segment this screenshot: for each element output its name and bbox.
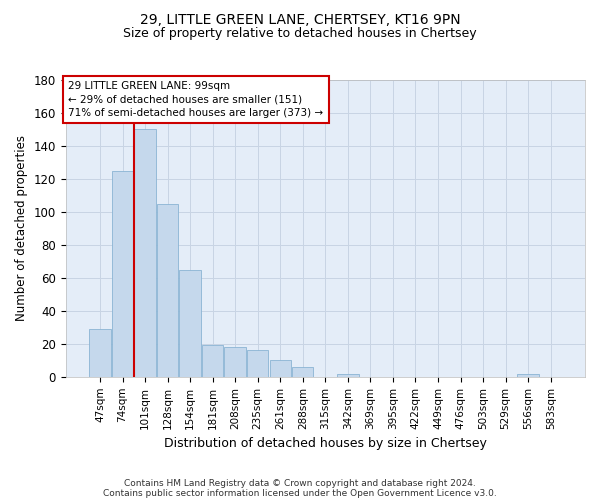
Bar [247, 350, 268, 377]
Text: Contains public sector information licensed under the Open Government Licence v3: Contains public sector information licen… [103, 488, 497, 498]
Bar [292, 367, 313, 377]
Text: Size of property relative to detached houses in Chertsey: Size of property relative to detached ho… [123, 28, 477, 40]
Bar [517, 374, 539, 377]
Bar [134, 130, 156, 377]
Bar [269, 360, 291, 377]
Text: 29, LITTLE GREEN LANE, CHERTSEY, KT16 9PN: 29, LITTLE GREEN LANE, CHERTSEY, KT16 9P… [140, 12, 460, 26]
Bar [202, 346, 223, 377]
Text: Contains HM Land Registry data © Crown copyright and database right 2024.: Contains HM Land Registry data © Crown c… [124, 478, 476, 488]
Bar [112, 170, 133, 377]
Bar [224, 347, 246, 377]
X-axis label: Distribution of detached houses by size in Chertsey: Distribution of detached houses by size … [164, 437, 487, 450]
Y-axis label: Number of detached properties: Number of detached properties [15, 136, 28, 322]
Text: 29 LITTLE GREEN LANE: 99sqm
← 29% of detached houses are smaller (151)
71% of se: 29 LITTLE GREEN LANE: 99sqm ← 29% of det… [68, 82, 323, 118]
Bar [337, 374, 359, 377]
Bar [157, 204, 178, 377]
Bar [179, 270, 201, 377]
Bar [89, 329, 110, 377]
